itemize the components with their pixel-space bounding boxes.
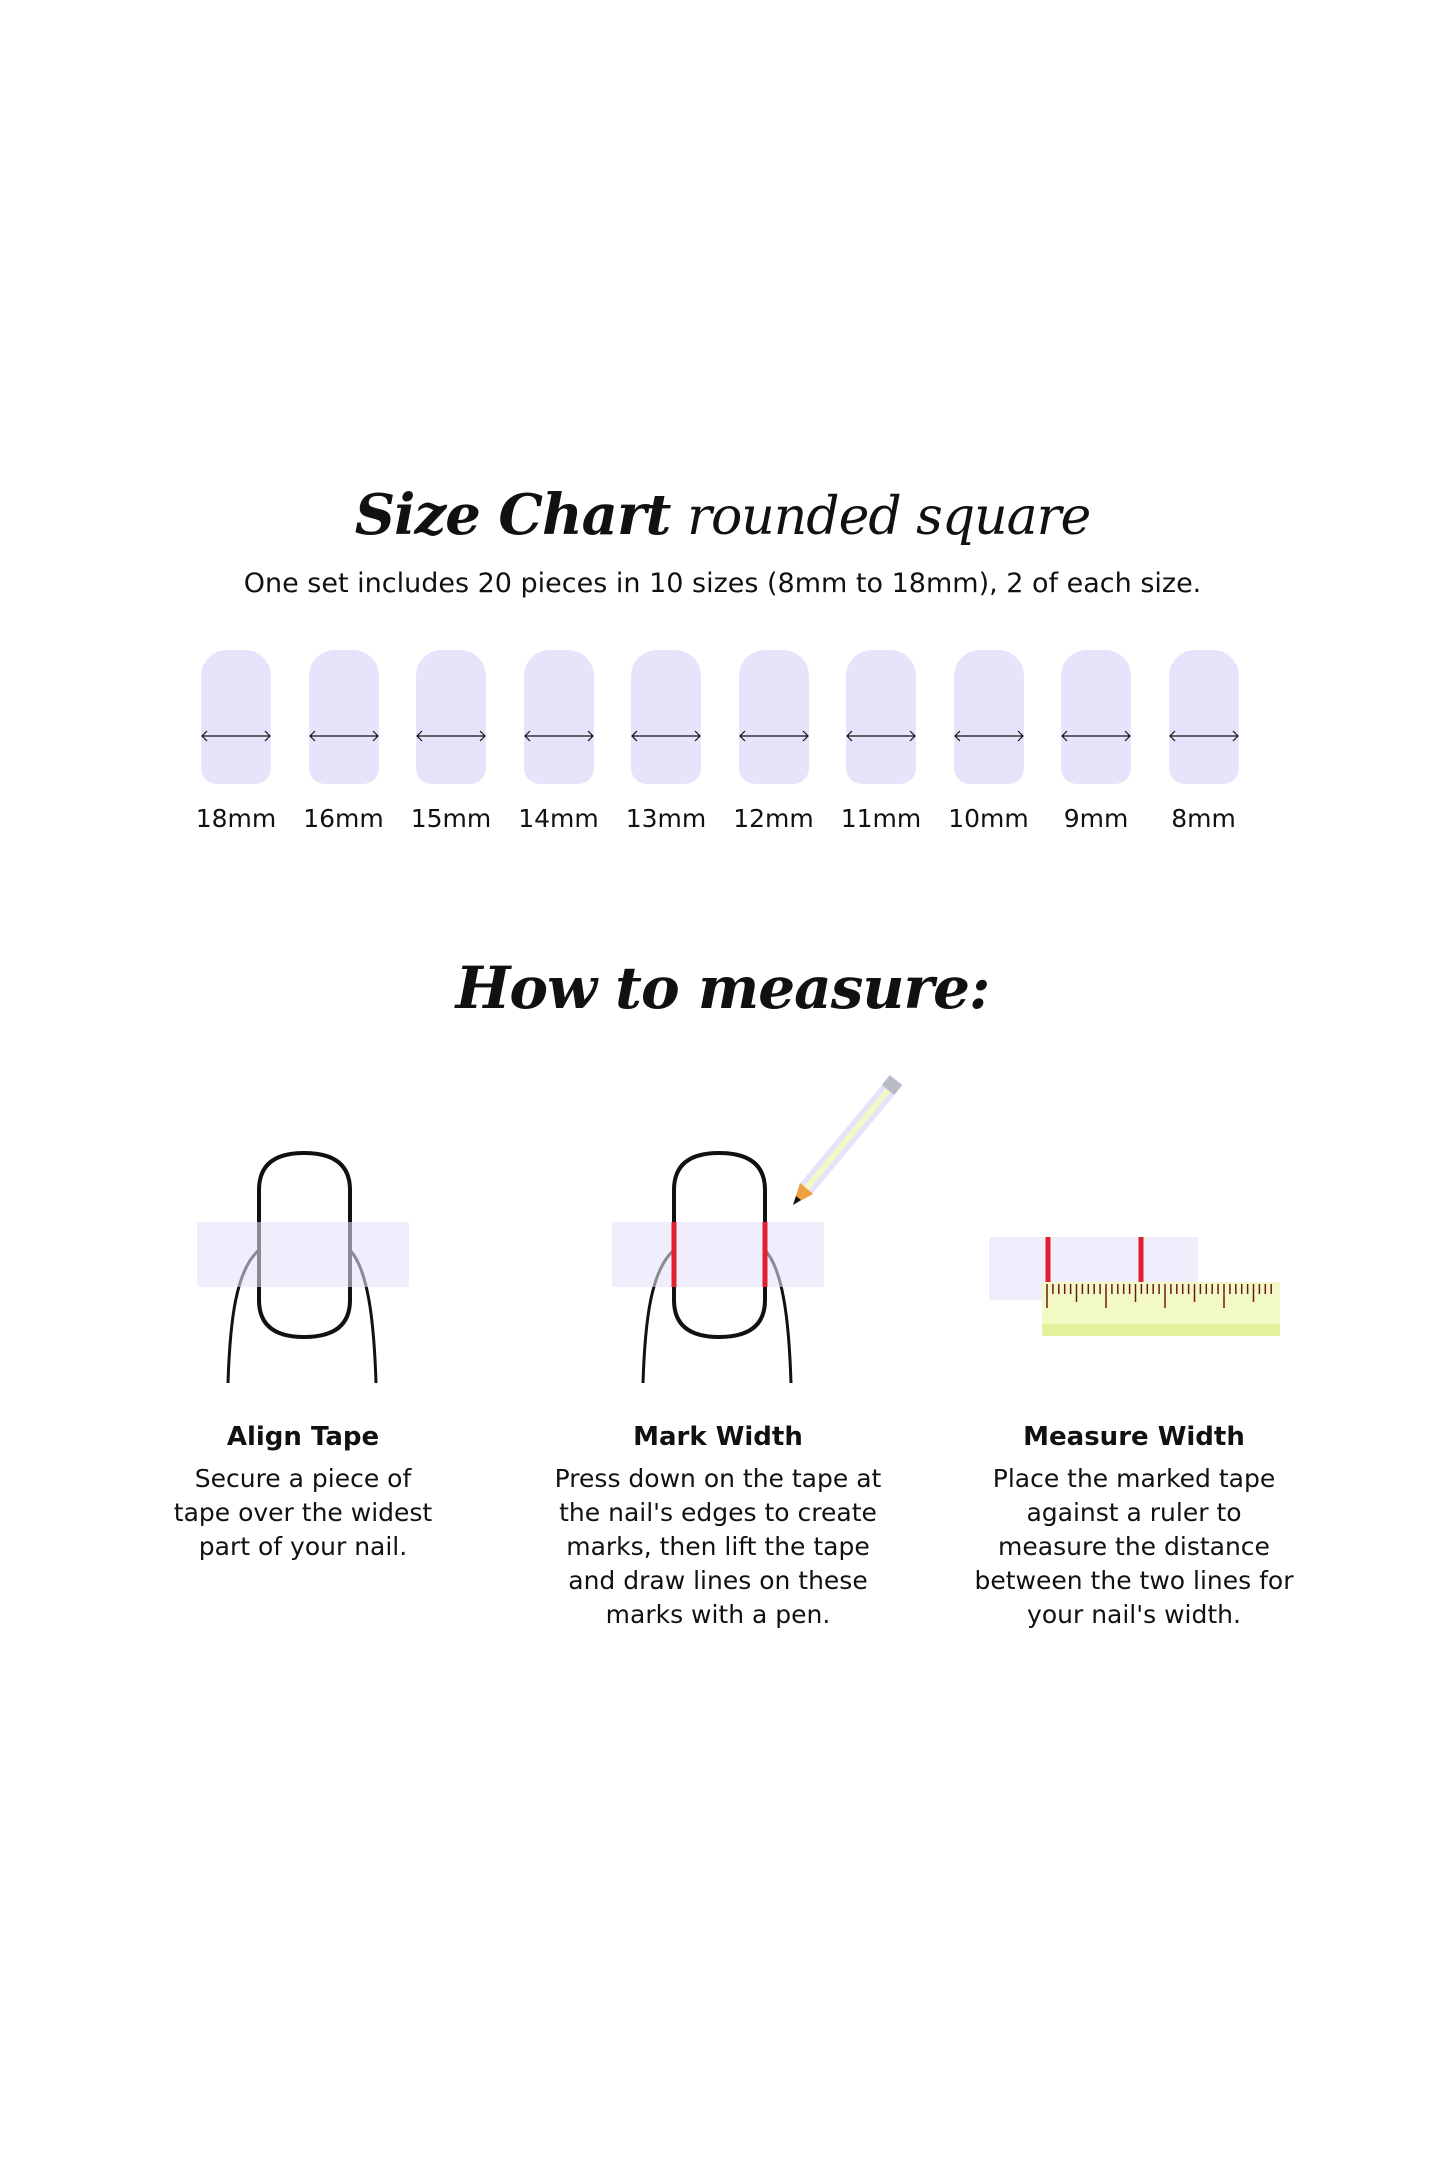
nail-size-15mm: 15mm	[411, 650, 491, 833]
step-align-tape: Align Tape Secure a piece of tape over t…	[123, 1422, 483, 1564]
pencil-icon	[793, 1075, 903, 1205]
width-arrow-icon	[953, 730, 1024, 742]
nail-size-12mm: 12mm	[733, 650, 814, 833]
measure-width-illustration	[989, 1237, 1280, 1336]
size-label: 15mm	[410, 804, 492, 833]
size-label: 18mm	[195, 804, 277, 833]
step-text: Secure a piece of tape over the widest p…	[173, 1464, 433, 1561]
nail-shape	[953, 650, 1024, 784]
nail-shape	[1061, 650, 1131, 784]
align-tape-illustration	[197, 1150, 409, 1384]
width-arrow-icon	[738, 730, 809, 742]
nail-size-9mm: 9mm	[1061, 650, 1131, 833]
size-label: 14mm	[518, 804, 599, 833]
how-to-measure-heading: How to measure:	[455, 954, 991, 1022]
nail-shape	[416, 650, 486, 784]
width-arrow-icon	[846, 730, 916, 742]
nail-size-10mm: 10mm	[948, 650, 1029, 833]
size-label: 8mm	[1171, 804, 1236, 833]
subtitle: One set includes 20 pieces in 10 sizes (…	[243, 568, 1202, 599]
width-arrow-icon	[416, 730, 486, 742]
step-measure-width: Measure Width Place the marked tape agai…	[954, 1422, 1314, 1632]
nail-shape	[201, 650, 271, 784]
nail-shape	[523, 650, 594, 784]
width-arrow-icon	[1168, 730, 1239, 742]
step-mark-width: Mark Width Press down on the tape at the…	[538, 1422, 898, 1632]
size-label: 12mm	[733, 804, 814, 833]
mark-width-illustration	[612, 1150, 824, 1384]
size-label: 13mm	[625, 804, 707, 833]
size-label: 10mm	[948, 804, 1029, 833]
size-label: 9mm	[1063, 804, 1129, 833]
width-arrow-icon	[631, 730, 701, 742]
nail-size-11mm: 11mm	[841, 650, 921, 833]
nail-shape	[738, 650, 809, 784]
title-style: rounded square	[687, 487, 1091, 547]
nail-size-14mm: 14mm	[518, 650, 599, 833]
nail-size-18mm: 18mm	[196, 650, 276, 833]
step-title: Measure Width	[1023, 1422, 1245, 1452]
width-arrow-icon	[523, 730, 594, 742]
size-label: 16mm	[303, 804, 384, 833]
page-title: Size Chart rounded square	[0, 482, 1445, 548]
nail-size-8mm: 8mm	[1168, 650, 1239, 833]
nail-size-16mm: 16mm	[303, 650, 384, 833]
nail-shape	[631, 650, 701, 784]
step-text: Press down on the tape at the nail's edg…	[554, 1464, 882, 1629]
step-title: Mark Width	[633, 1422, 803, 1452]
width-arrow-icon	[201, 730, 271, 742]
nail-shape	[846, 650, 916, 784]
nail-shape	[1168, 650, 1239, 784]
step-title: Align Tape	[226, 1422, 380, 1452]
width-arrow-icon	[308, 730, 379, 742]
title-bold: Size Chart	[354, 482, 672, 548]
step-text: Place the marked tape against a ruler to…	[974, 1464, 1294, 1629]
nail-size-13mm: 13mm	[626, 650, 706, 833]
width-arrow-icon	[1061, 730, 1131, 742]
nail-shape	[308, 650, 379, 784]
size-label: 11mm	[840, 804, 922, 833]
